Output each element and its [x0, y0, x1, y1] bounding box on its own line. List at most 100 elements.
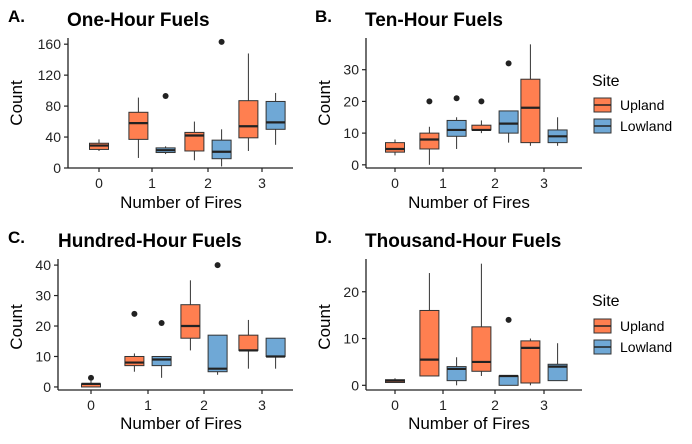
box-iqr — [498, 110, 519, 134]
legend-label-upland: Upland — [620, 318, 664, 334]
box-upland-3 — [238, 53, 259, 151]
box-lowland-2 — [498, 316, 519, 386]
x-tick-label: 0 — [391, 397, 399, 413]
box-upland-1 — [128, 97, 149, 158]
x-tick-label: 2 — [491, 175, 499, 191]
y-tick-label: 20 — [343, 93, 359, 109]
x-tick-label: 1 — [439, 175, 447, 191]
plot-area: 0 10 20 30 0 1 2 3 — [343, 38, 582, 191]
x-tick-label: 0 — [95, 175, 103, 191]
x-axis-title: Number of Fires — [120, 414, 242, 433]
box-lowland-3 — [547, 117, 568, 146]
outlier-point — [453, 95, 460, 102]
panel-title: One-Hour Fuels — [67, 10, 210, 31]
box-iqr — [520, 340, 541, 384]
box-lowland-1 — [151, 319, 172, 378]
box-lowland-3 — [547, 343, 568, 382]
panel-hundred-hour: C. Hundred-Hour Fuels Count Number of Fi… — [7, 228, 293, 433]
box-upland-2 — [184, 121, 205, 161]
box-upland-3 — [520, 338, 541, 386]
panel-label: D. — [315, 228, 332, 247]
panel-title: Thousand-Hour Fuels — [365, 231, 561, 252]
legend-bottom: Site Upland Lowland — [592, 293, 672, 355]
outlier-point — [426, 98, 433, 105]
y-tick-label: 0 — [53, 160, 61, 176]
legend-top: Site Upland Lowland — [592, 73, 672, 134]
outlier-point — [218, 38, 225, 45]
x-tick-label: 1 — [144, 397, 152, 413]
panel-thousand-hour: D. Thousand-Hour Fuels Count Number of F… — [315, 228, 582, 433]
box-upland-3 — [520, 44, 541, 146]
legend-label-lowland: Lowland — [620, 118, 672, 134]
panel-label: A. — [8, 7, 25, 26]
y-tick-label: 10 — [35, 348, 51, 364]
x-tick-label: 2 — [200, 397, 208, 413]
box-iqr — [385, 142, 405, 153]
x-tick-label: 0 — [391, 175, 399, 191]
box-iqr — [520, 78, 541, 144]
box-lowland-1 — [155, 93, 176, 155]
box-lowland-2 — [211, 38, 232, 167]
y-tick-label: 20 — [35, 318, 51, 334]
box-iqr — [498, 375, 519, 386]
box-lowland-1 — [446, 95, 467, 149]
panel-ten-hour: B. Ten-Hour Fuels Count Number of Fires … — [315, 7, 582, 212]
outlier-point — [214, 262, 221, 269]
box-iqr — [211, 139, 232, 160]
y-tick-label: 160 — [38, 36, 62, 52]
y-tick-label: 0 — [351, 377, 359, 393]
x-tick-label: 2 — [491, 397, 499, 413]
box-iqr — [124, 355, 145, 367]
box-upland-0 — [385, 139, 405, 156]
box-upland-2 — [180, 280, 201, 351]
y-axis-title: Count — [315, 304, 334, 350]
box-upland-2 — [471, 98, 492, 134]
box-upland-0 — [89, 139, 109, 151]
box-iqr — [238, 100, 259, 139]
y-tick-label: 40 — [35, 257, 51, 273]
x-tick-label: 3 — [258, 175, 266, 191]
x-tick-label: 0 — [87, 397, 95, 413]
box-iqr — [265, 337, 286, 357]
x-axis-title: Number of Fires — [120, 193, 242, 212]
x-tick-label: 3 — [540, 175, 548, 191]
legend-title: Site — [592, 293, 620, 310]
outlier-point — [505, 60, 512, 67]
box-iqr — [547, 363, 568, 382]
y-tick-label: 10 — [343, 125, 359, 141]
box-upland-2 — [471, 263, 492, 376]
outlier-point — [88, 374, 94, 381]
box-upland-1 — [419, 273, 440, 377]
box-iqr — [419, 132, 440, 150]
y-tick-label: 20 — [343, 284, 359, 300]
y-tick-label: 120 — [38, 67, 62, 83]
box-upland-3 — [238, 319, 259, 369]
outlier-point — [131, 310, 138, 317]
panel-one-hour: A. One-Hour Fuels Count Number of Fires … — [7, 7, 293, 212]
outlier-point — [162, 93, 169, 100]
box-iqr — [207, 334, 228, 373]
y-tick-label: 0 — [43, 379, 51, 395]
box-lowland-3 — [265, 337, 286, 369]
x-tick-label: 2 — [204, 175, 212, 191]
outlier-point — [158, 319, 165, 326]
box-upland-0 — [385, 378, 405, 384]
box-lowland-1 — [446, 357, 467, 386]
legend-label-upland: Upland — [620, 97, 664, 113]
outlier-point — [478, 98, 485, 105]
y-tick-label: 40 — [45, 129, 61, 145]
y-tick-label: 30 — [35, 288, 51, 304]
box-upland-1 — [419, 98, 440, 165]
box-lowland-3 — [265, 92, 286, 145]
box-iqr — [151, 355, 172, 367]
panel-title: Hundred-Hour Fuels — [58, 231, 242, 252]
x-axis-title: Number of Fires — [408, 414, 530, 433]
box-iqr — [238, 334, 259, 351]
plot-area: 0 10 20 0 1 2 3 — [343, 259, 582, 413]
plot-area: 0 10 20 30 40 0 1 2 3 — [35, 257, 293, 413]
box-upland-1 — [124, 310, 145, 372]
box-iqr — [265, 100, 286, 130]
box-lowland-2 — [207, 262, 228, 375]
panel-label: B. — [315, 7, 332, 26]
